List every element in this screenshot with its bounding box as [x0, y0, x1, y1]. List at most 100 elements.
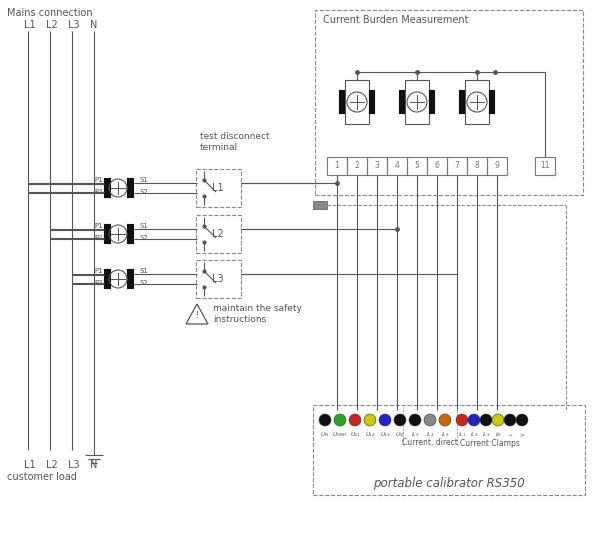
Text: P1: P1 — [94, 223, 103, 229]
Text: Current, direct: Current, direct — [402, 438, 458, 448]
Text: 9: 9 — [494, 162, 499, 170]
Text: portable calibrator RS350: portable calibrator RS350 — [373, 476, 525, 490]
Text: 3: 3 — [374, 162, 379, 170]
Text: $I_{L2}$: $I_{L2}$ — [470, 431, 478, 439]
Bar — [347, 157, 367, 175]
Text: $U_{L2}$: $U_{L2}$ — [365, 431, 376, 439]
Bar — [467, 157, 487, 175]
Bar — [313, 405, 585, 495]
Text: L2: L2 — [46, 20, 58, 30]
Text: $I_{L3}$: $I_{L3}$ — [441, 431, 449, 439]
Text: 2: 2 — [355, 162, 359, 170]
Bar — [127, 178, 134, 198]
Text: $U_N$: $U_N$ — [395, 431, 404, 439]
Circle shape — [319, 414, 331, 426]
Text: !: ! — [196, 311, 199, 321]
Text: 11: 11 — [540, 162, 550, 170]
Bar — [535, 157, 555, 175]
Bar — [127, 269, 134, 289]
Text: maintain the safety
instructions: maintain the safety instructions — [213, 304, 302, 324]
Circle shape — [504, 414, 516, 426]
Bar — [196, 169, 241, 207]
Text: L3: L3 — [68, 20, 80, 30]
Text: S2: S2 — [140, 280, 149, 286]
Text: $>$: $>$ — [518, 431, 526, 439]
Text: Current Clamps: Current Clamps — [460, 438, 520, 448]
Text: L3: L3 — [212, 274, 224, 284]
Text: $I_{L2}$: $I_{L2}$ — [426, 431, 434, 439]
Circle shape — [379, 414, 391, 426]
Text: $I_{L1}$: $I_{L1}$ — [411, 431, 419, 439]
Text: 7: 7 — [455, 162, 460, 170]
Bar — [345, 80, 369, 124]
Bar — [127, 224, 134, 244]
Bar — [427, 157, 447, 175]
Circle shape — [516, 414, 528, 426]
Circle shape — [439, 414, 451, 426]
Text: L1: L1 — [24, 460, 35, 470]
Text: $I_N$: $I_N$ — [494, 431, 502, 439]
Circle shape — [480, 414, 492, 426]
Text: test disconnect
terminal: test disconnect terminal — [200, 133, 269, 152]
Bar — [387, 157, 407, 175]
Text: N: N — [90, 460, 97, 470]
Circle shape — [364, 414, 376, 426]
Text: L1: L1 — [24, 20, 35, 30]
Bar — [405, 80, 429, 124]
Bar — [327, 157, 347, 175]
Text: P1: P1 — [94, 177, 103, 183]
Circle shape — [456, 414, 468, 426]
Bar — [407, 157, 427, 175]
Text: S1: S1 — [140, 268, 149, 274]
Text: L2: L2 — [212, 229, 224, 239]
Text: L3: L3 — [68, 460, 80, 470]
Text: L2: L2 — [46, 460, 58, 470]
Circle shape — [468, 414, 480, 426]
Text: $\sim$: $\sim$ — [506, 432, 514, 437]
Text: P2: P2 — [95, 280, 103, 286]
Text: 8: 8 — [475, 162, 479, 170]
Text: 1: 1 — [335, 162, 340, 170]
Text: N: N — [90, 20, 97, 30]
Bar — [313, 201, 327, 209]
Text: customer load: customer load — [7, 472, 77, 482]
Text: P2: P2 — [95, 189, 103, 195]
Text: Current Burden Measurement: Current Burden Measurement — [323, 15, 469, 25]
Text: Mains connection: Mains connection — [7, 8, 92, 18]
Bar — [104, 269, 111, 289]
Bar — [196, 215, 241, 253]
Text: $I_{L3}$: $I_{L3}$ — [482, 431, 490, 439]
Bar — [487, 157, 507, 175]
Bar — [315, 10, 583, 195]
Text: $U_{GND}$: $U_{GND}$ — [332, 431, 348, 439]
Circle shape — [492, 414, 504, 426]
Bar — [339, 90, 345, 114]
Bar — [367, 157, 387, 175]
Bar — [447, 157, 467, 175]
Text: $U_{L3}$: $U_{L3}$ — [380, 431, 391, 439]
Circle shape — [394, 414, 406, 426]
Text: $U_{L1}$: $U_{L1}$ — [350, 431, 361, 439]
Text: S2: S2 — [140, 189, 149, 195]
Bar — [459, 90, 465, 114]
Text: 6: 6 — [434, 162, 439, 170]
Circle shape — [349, 414, 361, 426]
Circle shape — [424, 414, 436, 426]
Bar — [429, 90, 435, 114]
Text: 4: 4 — [395, 162, 400, 170]
Bar — [104, 178, 111, 198]
Text: S2: S2 — [140, 235, 149, 241]
Circle shape — [334, 414, 346, 426]
Bar — [104, 224, 111, 244]
Bar — [196, 260, 241, 298]
Bar — [369, 90, 375, 114]
Bar — [489, 90, 495, 114]
Circle shape — [409, 414, 421, 426]
Text: L1: L1 — [212, 183, 224, 193]
Text: S1: S1 — [140, 177, 149, 183]
Text: $I_{L1}$: $I_{L1}$ — [458, 431, 466, 439]
Text: S1: S1 — [140, 223, 149, 229]
Text: $U_N$: $U_N$ — [320, 431, 329, 439]
Bar — [399, 90, 405, 114]
Text: 5: 5 — [415, 162, 419, 170]
